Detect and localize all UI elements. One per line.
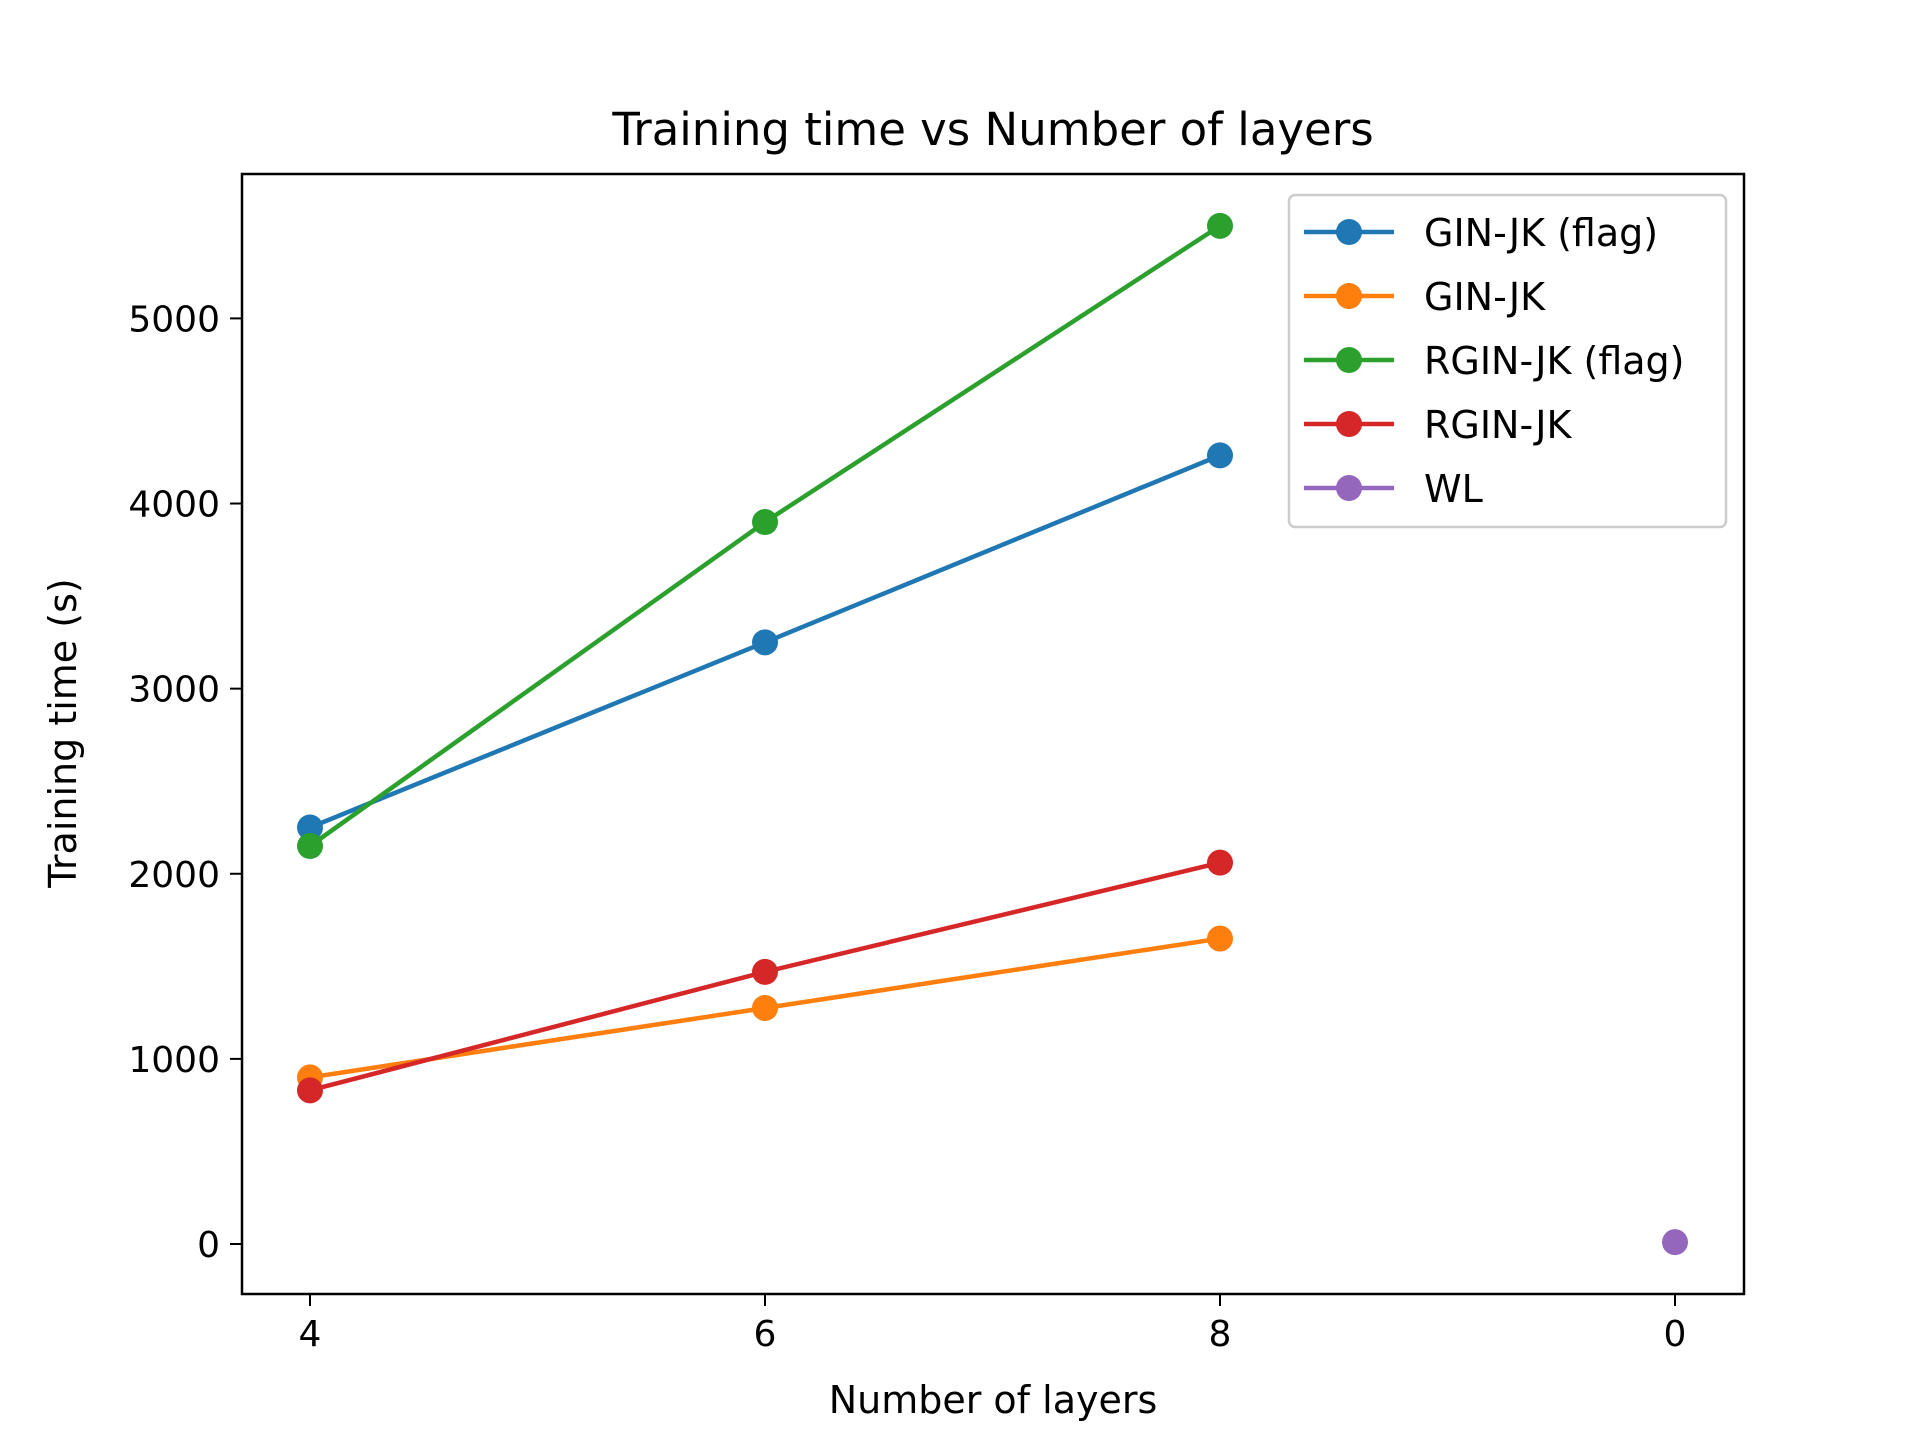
y-axis: 0 1000 2000 3000 4000 5000 (128, 299, 242, 1266)
legend-swatch-marker (1336, 283, 1362, 309)
legend-item: GIN-JK (flag) (1304, 211, 1658, 255)
x-axis: 4 6 8 0 (299, 1294, 1687, 1355)
legend-item: GIN-JK (1304, 275, 1546, 319)
data-point (297, 1077, 323, 1104)
series-rgin-jk-flag (297, 212, 1233, 859)
plot-frame (240, 172, 1746, 1296)
series-wl (1662, 1229, 1688, 1256)
y-tick-label: 4000 (128, 485, 220, 526)
data-point (1207, 442, 1233, 469)
legend-label: RGIN-JK (1424, 403, 1573, 447)
chart-title: Training time vs Number of layers (611, 103, 1373, 156)
series-rgin-jk (297, 849, 1233, 1104)
legend: GIN-JK (flag) GIN-JK RGIN-JK (flag) RGIN-JK… (1287, 193, 1728, 529)
data-point (752, 629, 778, 656)
x-tick-label: 8 (1209, 1314, 1232, 1355)
y-axis-label: Training time (s) (41, 578, 85, 888)
series-line (308, 223, 1222, 848)
legend-label: WL (1424, 467, 1483, 511)
y-tick-label: 2000 (128, 855, 220, 896)
legend-item: RGIN-JK (1304, 403, 1573, 447)
data-point (297, 814, 323, 841)
data-point (752, 994, 778, 1021)
legend-swatch-marker (1336, 475, 1362, 501)
y-tick-label: 3000 (128, 670, 220, 711)
y-tick-label: 0 (197, 1225, 220, 1266)
legend-item: WL (1304, 467, 1483, 511)
x-tick-label: 4 (299, 1314, 322, 1355)
x-tick-label: 0 (1664, 1314, 1687, 1355)
legend-label: GIN-JK (1424, 275, 1546, 319)
legend-item: RGIN-JK (flag) (1304, 339, 1685, 383)
data-point (1207, 212, 1233, 239)
data-point (752, 509, 778, 536)
legend-label: GIN-JK (flag) (1424, 211, 1658, 255)
data-point (1207, 849, 1233, 876)
data-point (752, 958, 778, 985)
legend-label: RGIN-JK (flag) (1424, 339, 1685, 383)
y-tick-label: 5000 (128, 299, 220, 340)
y-tick-label: 1000 (128, 1040, 220, 1081)
legend-box (1287, 193, 1728, 529)
legend-swatch-marker (1336, 219, 1362, 245)
data-point (297, 833, 323, 859)
data-point (1207, 925, 1233, 952)
data-point (1662, 1229, 1688, 1256)
legend-swatch-marker (1336, 411, 1362, 437)
x-tick-label: 6 (754, 1314, 777, 1355)
series-gin-jk-flag (297, 442, 1233, 841)
x-axis-label: Number of layers (829, 1378, 1158, 1422)
series-gin-jk (297, 925, 1233, 1091)
plot-area (297, 212, 1688, 1256)
legend-swatch-marker (1336, 347, 1362, 373)
